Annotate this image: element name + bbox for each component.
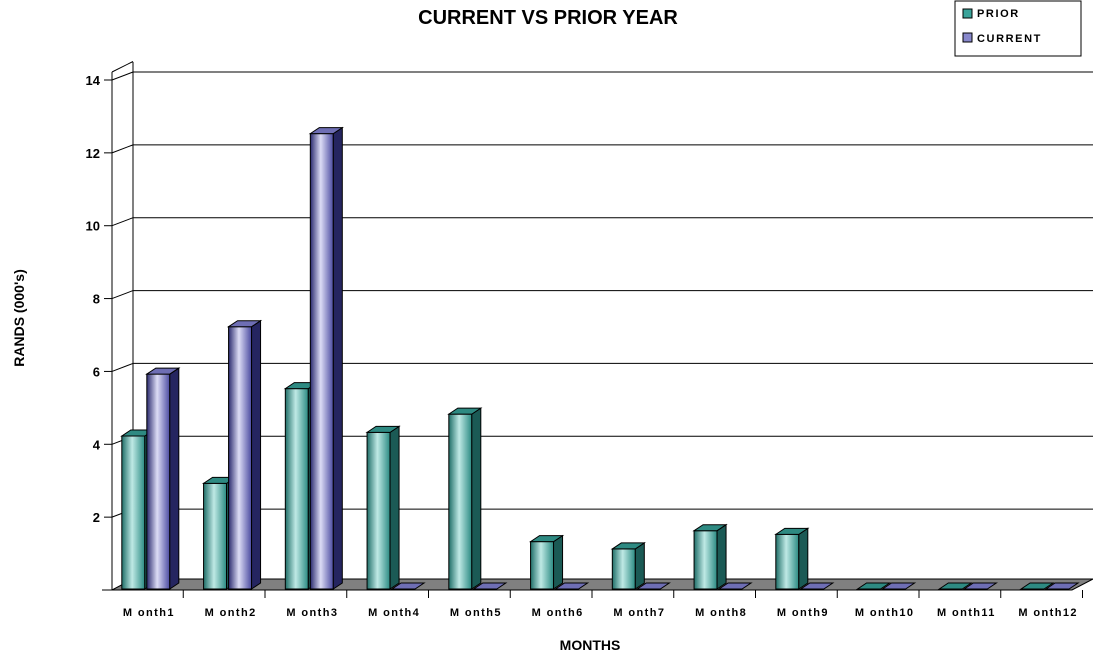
bar-current-9 [799,582,835,590]
bar-prior-5 [447,407,483,590]
y-axis-title: RANDS (000's) [11,269,27,366]
x-tick-label-5: M onth5 [450,607,502,619]
bars [120,126,1080,590]
bar-prior-8 [692,523,728,590]
legend-swatch-current [962,32,973,43]
x-tick-label-1: M onth1 [123,607,175,619]
chart-title: CURRENT VS PRIOR YEAR [418,7,678,29]
legend-label-current: CURRENT [977,33,1042,45]
bar-current-3 [308,126,344,590]
y-axis-ticks: 2 4 6 8 10 12 14 [86,73,112,525]
bar-prior-6 [528,534,565,590]
bar-current-10 [880,582,917,590]
y-tick-label: 10 [86,219,100,234]
y-tick-label: 14 [86,73,101,88]
bar-current-12 [1044,582,1080,590]
gridline-depth [111,217,134,227]
x-tick-label-9: M onth9 [777,607,829,619]
bar-prior-10 [855,582,892,590]
bar-current-4 [390,582,426,590]
bar-prior-11 [937,582,973,590]
bar-prior-12 [1019,582,1055,590]
legend-swatch-prior [962,8,973,19]
y-tick-label: 4 [93,437,101,452]
x-tick-label-7: M onth7 [613,607,665,619]
bar-current-11 [962,582,998,590]
bar-current-8 [717,582,753,590]
x-tick-label-11: M onth11 [937,607,996,619]
gridline-depth [111,144,134,154]
y-tick-label: 12 [86,146,100,161]
gridline-depth [111,71,134,81]
legend-label-prior: PRIOR [977,8,1020,20]
bar-current-2 [226,319,263,590]
wall-edge [111,61,134,73]
bar-current-1 [145,367,181,590]
legend-box [954,0,1082,57]
x-tick-label-3: M onth3 [286,607,338,619]
y-tick-label: 6 [93,364,100,379]
x-axis-title: MONTHS [560,637,621,653]
bar-current-7 [635,582,671,590]
gridline-depth [111,290,134,300]
bar-current-5 [472,582,508,590]
gridline-depth [111,362,134,372]
y-tick-label: 8 [93,292,100,307]
y-tick-label: 2 [93,510,100,525]
bar-prior-9 [774,527,810,590]
bar-prior-4 [365,425,401,590]
bar-prior-7 [610,541,646,590]
x-tick-label-12: M onth12 [1018,607,1077,619]
x-tick-label-6: M onth6 [532,607,584,619]
bar-current-6 [553,582,590,590]
x-tick-label-4: M onth4 [368,607,420,619]
x-tick-label-8: M onth8 [695,607,747,619]
x-axis-ticks: M onth1 M onth2 M onth3 M onth4 M onth5 M ont… [123,590,1083,619]
legend: PRIOR CURRENT [954,0,1082,57]
x-tick-label-2: M onth2 [205,607,257,619]
x-tick-label-10: M onth10 [855,607,914,619]
